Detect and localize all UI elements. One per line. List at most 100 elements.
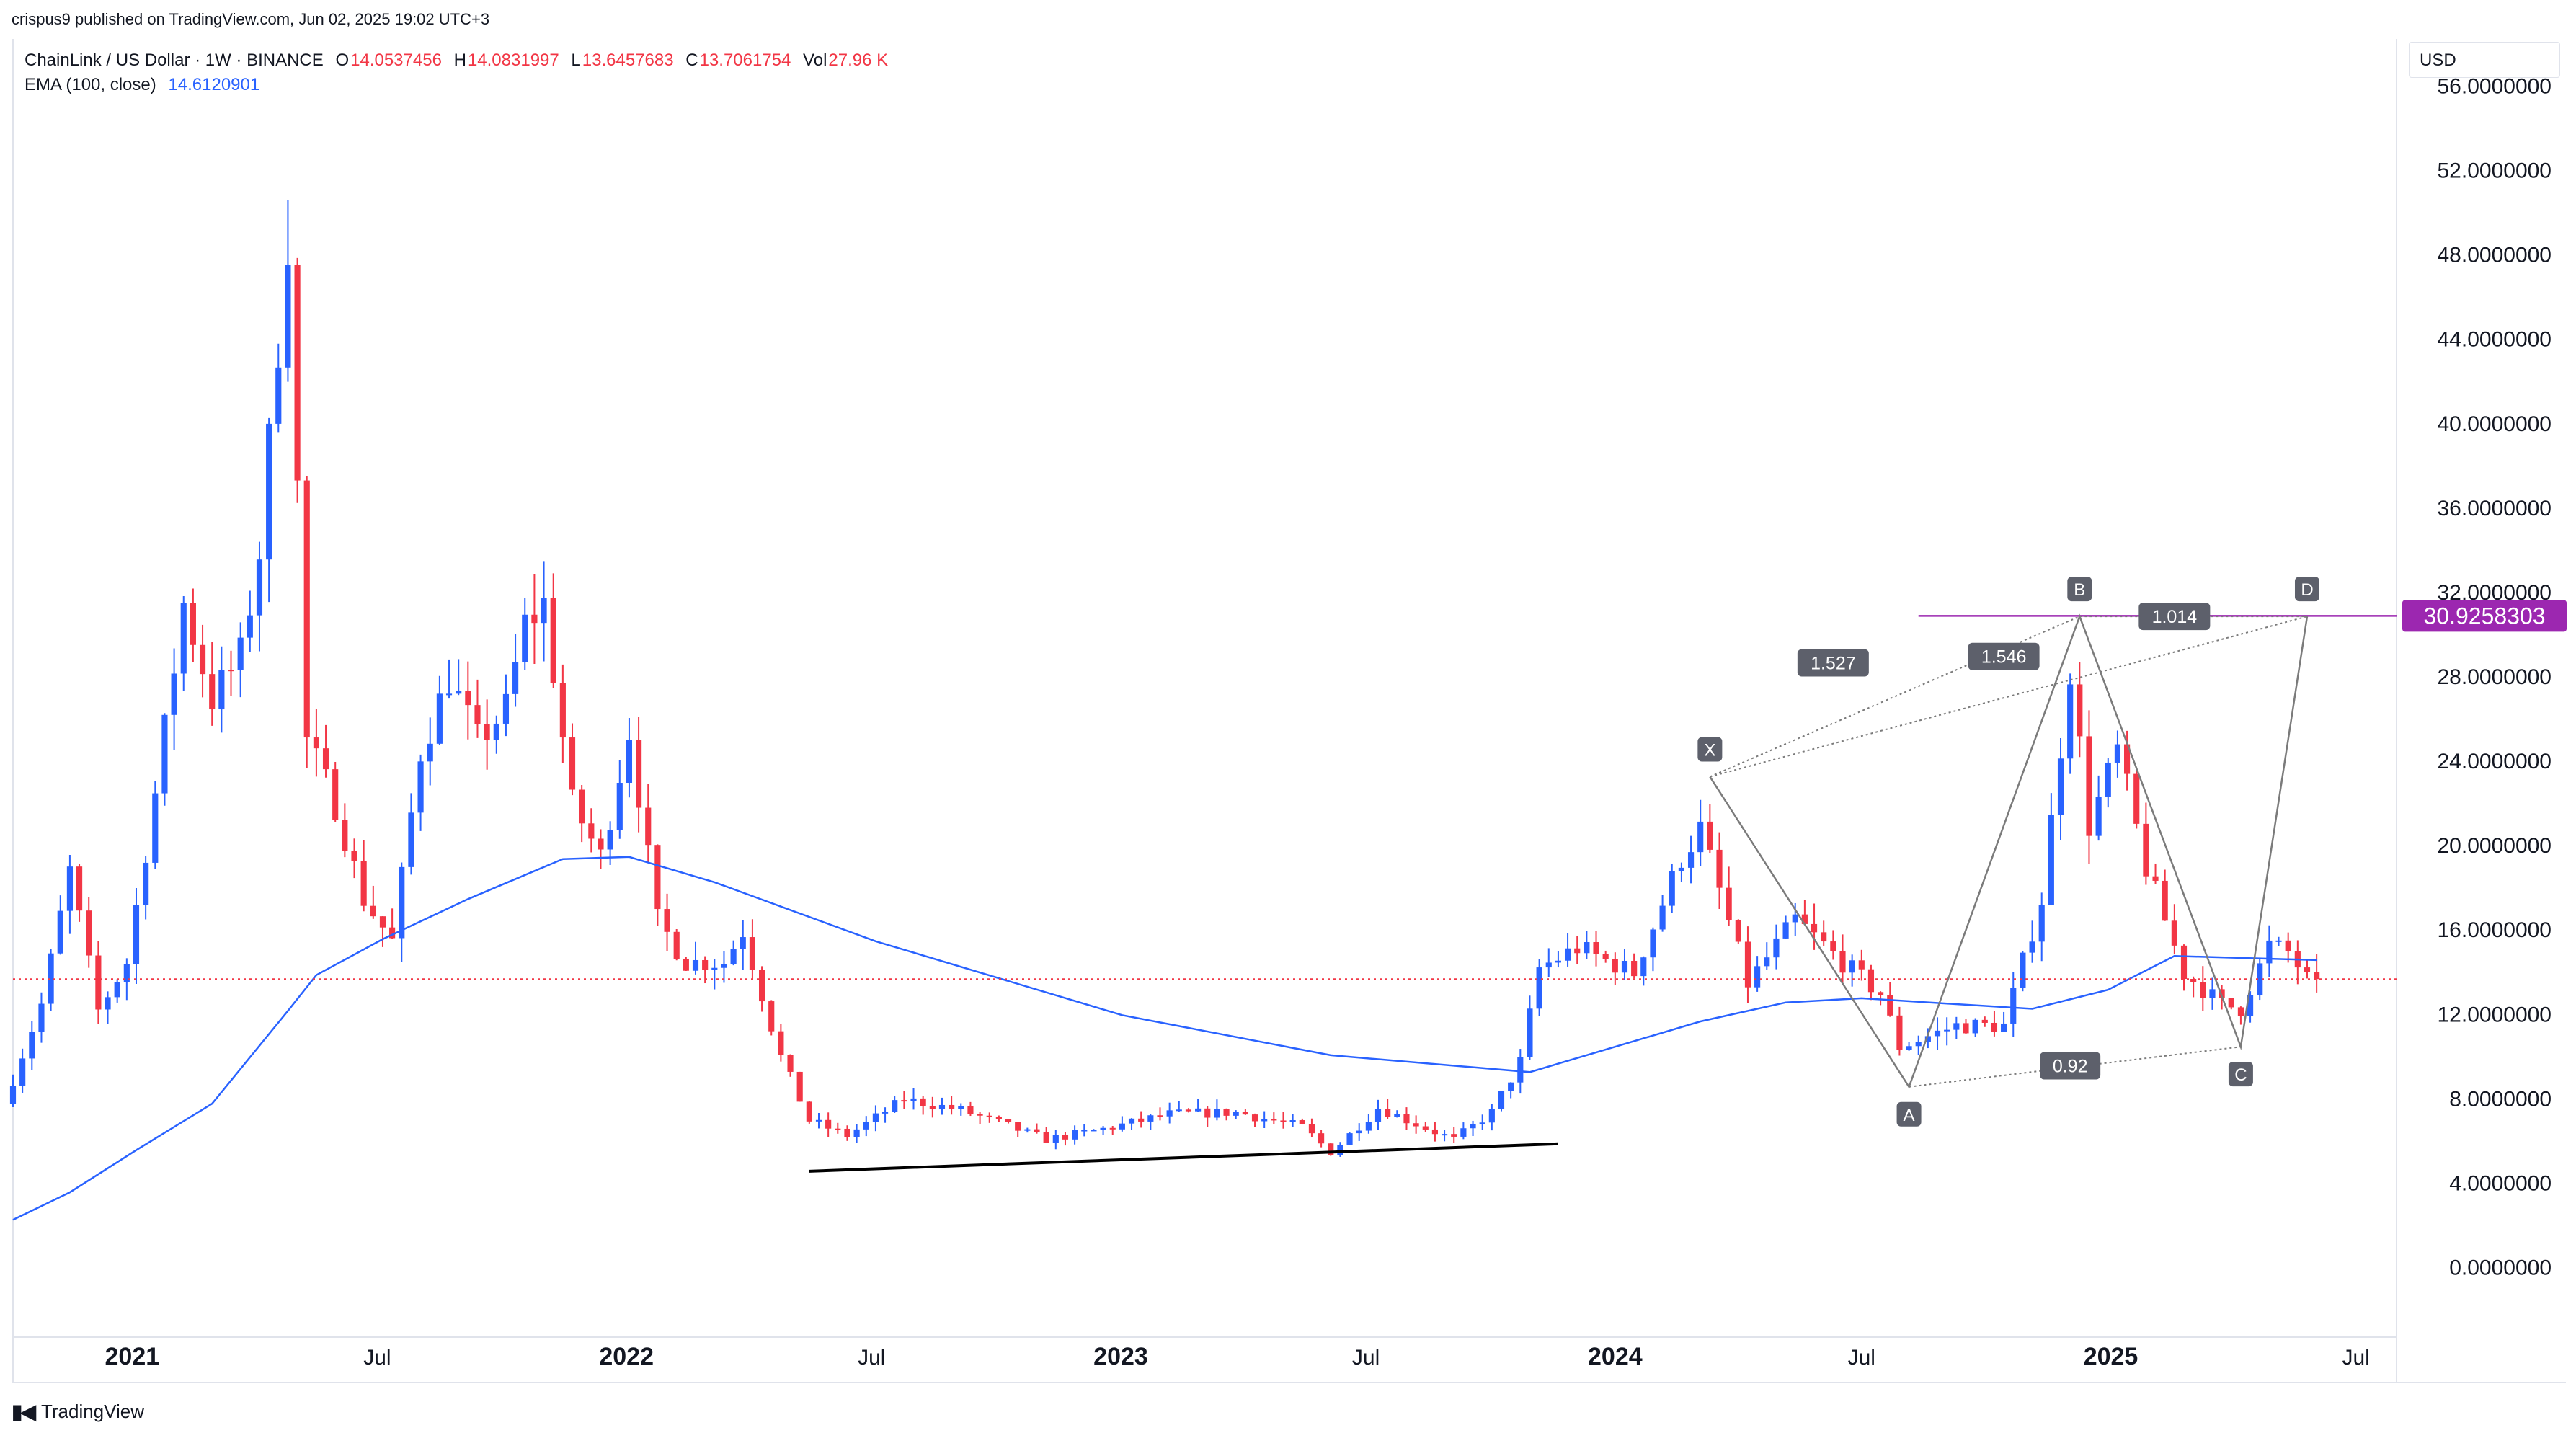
candle-body — [512, 662, 519, 694]
candle-body — [1242, 1111, 1248, 1115]
candle-body — [1479, 1122, 1485, 1124]
candle-body — [2038, 905, 2045, 942]
candle-body — [1697, 821, 1704, 853]
y-tick-label: 24.0000000 — [2438, 750, 2552, 773]
candle-body — [825, 1119, 832, 1129]
candle-body — [209, 674, 216, 710]
candle-body — [1318, 1133, 1325, 1144]
candle-body — [949, 1104, 955, 1109]
candle-body — [2200, 982, 2206, 998]
candle-body — [389, 927, 396, 939]
candle-body — [1109, 1127, 1116, 1130]
candle-body — [1081, 1130, 1088, 1132]
candle-body — [1195, 1108, 1202, 1112]
candle-body — [569, 737, 576, 790]
candle-body — [19, 1058, 26, 1086]
candle-body — [626, 740, 633, 784]
candle-body — [1062, 1135, 1069, 1140]
grid-layer — [12, 39, 2566, 1383]
candle-body — [1091, 1130, 1097, 1132]
harmonic-ratio-badge — [1797, 649, 1869, 677]
candle-body — [1488, 1109, 1495, 1123]
ema-layer — [12, 856, 2317, 1221]
harmonic-ratio-line — [1709, 616, 2080, 778]
candle-body — [1365, 1122, 1372, 1131]
candle-body — [1431, 1129, 1439, 1135]
candle-body — [1460, 1128, 1467, 1137]
harmonic-point-badge — [2294, 577, 2319, 602]
candle-body — [1821, 932, 1827, 942]
candle-body — [228, 670, 234, 672]
candle-body — [2124, 744, 2131, 774]
candle-body — [1963, 1023, 1969, 1034]
footer-brand[interactable]: ▮◀ TradingView — [12, 1400, 144, 1424]
x-tick-label: 2024 — [1588, 1343, 1643, 1370]
y-tick-label: 40.0000000 — [2438, 412, 2552, 436]
close-key: C — [685, 50, 698, 70]
candle-body — [29, 1032, 35, 1059]
candle-body — [2133, 773, 2140, 824]
candle-body — [2266, 940, 2273, 964]
candle-body — [1650, 929, 1656, 958]
support-trendline — [809, 1142, 1558, 1173]
candle-body — [1517, 1057, 1524, 1083]
candle-body — [673, 931, 680, 959]
y-tick-label: 32.0000000 — [2438, 581, 2552, 605]
ema-value: 14.6120901 — [168, 75, 260, 94]
candle-body — [550, 598, 556, 683]
candle-body — [190, 603, 196, 645]
candle-body — [815, 1119, 822, 1122]
candle-body — [977, 1114, 983, 1116]
candle-body — [484, 724, 490, 740]
candle-body — [2228, 998, 2234, 1008]
candle-body — [1451, 1134, 1457, 1137]
high-key: H — [453, 50, 466, 70]
candle-body — [2304, 967, 2311, 972]
candle-body — [2314, 972, 2320, 980]
tradingview-logo-icon: ▮◀ — [12, 1401, 36, 1423]
candle-body — [1072, 1130, 1078, 1140]
candle-body — [38, 1003, 45, 1032]
target-price-label: 30.9258303 — [2423, 603, 2545, 629]
candle-body — [607, 830, 613, 850]
candle-body — [161, 714, 168, 794]
candle-body — [1953, 1023, 1960, 1030]
low-key: L — [571, 50, 581, 70]
y-tick-label: 20.0000000 — [2438, 834, 2552, 858]
candle-body — [636, 740, 642, 808]
currency-selector[interactable]: USD — [2409, 42, 2560, 78]
candle-body — [114, 982, 120, 998]
candle-body — [1271, 1119, 1277, 1121]
candle-body — [342, 820, 348, 851]
candle-body — [474, 705, 481, 724]
candle-body — [1972, 1019, 1978, 1034]
candle-body — [2275, 940, 2282, 942]
candle-body — [1422, 1126, 1429, 1130]
candle-body — [2152, 876, 2159, 881]
harmonic-ratio-label: 1.546 — [1981, 647, 2027, 667]
candle-body — [692, 959, 699, 971]
candle-body — [1934, 1030, 1941, 1037]
candle-body — [399, 866, 405, 939]
candle-body — [1574, 948, 1581, 954]
publisher-line: crispus9 published on TradingView.com, J… — [12, 10, 490, 28]
candle-body — [1584, 942, 1590, 954]
candle-body — [1508, 1082, 1514, 1091]
close-value: 13.7061754 — [699, 50, 791, 70]
candle-body — [2086, 736, 2092, 836]
candle-body — [721, 964, 727, 968]
harmonic-ratio-label: 1.014 — [2152, 607, 2198, 627]
candle-body — [1631, 960, 1638, 977]
candle-body — [493, 723, 499, 740]
candle-body — [1052, 1135, 1059, 1143]
candle-body — [427, 743, 433, 762]
candle-body — [664, 909, 670, 932]
harmonic-point-badge — [2067, 577, 2092, 602]
x-tick-label: Jul — [363, 1346, 391, 1370]
candle-body — [2247, 995, 2254, 1016]
candle-body — [1403, 1114, 1410, 1124]
candle-body — [1223, 1109, 1230, 1116]
candle-body — [1744, 941, 1751, 988]
candle-body — [598, 838, 604, 850]
